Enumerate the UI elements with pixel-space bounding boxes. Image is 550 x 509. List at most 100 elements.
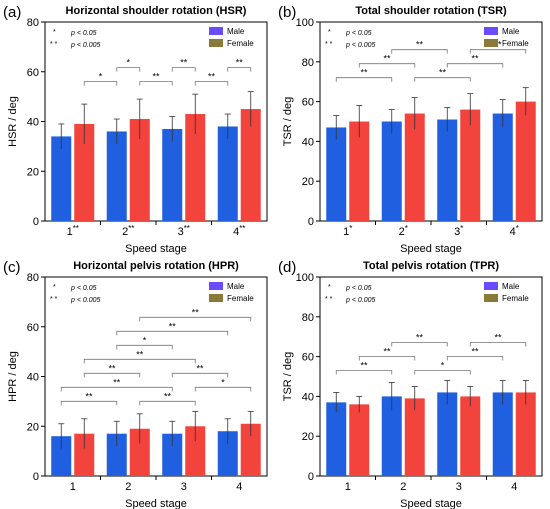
significance-bracket bbox=[116, 67, 141, 72]
significance-bracket bbox=[358, 356, 416, 361]
x-tick-label: 4* bbox=[510, 224, 519, 238]
legend-label-female: Female bbox=[227, 294, 254, 303]
sig-key-text: p < 0.005 bbox=[70, 42, 100, 49]
y-tick-label: 100 bbox=[296, 272, 314, 284]
significance-mark: ** bbox=[360, 360, 368, 370]
bar bbox=[106, 131, 127, 221]
panel-label: (a) bbox=[3, 4, 21, 21]
significance-bracket bbox=[358, 63, 416, 68]
x-tick-label: 2 bbox=[125, 481, 131, 493]
significance-bracket bbox=[391, 342, 448, 347]
bar bbox=[162, 433, 183, 476]
significance-bracket bbox=[171, 67, 196, 72]
significance-mark: * bbox=[99, 72, 103, 82]
significance-mark: ** bbox=[383, 346, 391, 356]
sig-key-text: p < 0.05 bbox=[70, 30, 97, 37]
bar bbox=[51, 436, 72, 476]
y-tick-label: 40 bbox=[302, 136, 314, 148]
significance-bracket bbox=[83, 81, 118, 86]
bar bbox=[437, 392, 458, 476]
significance-mark: ** bbox=[192, 307, 200, 317]
bar bbox=[437, 119, 458, 221]
significance-mark: ** bbox=[136, 349, 144, 359]
significance-mark: ** bbox=[85, 391, 93, 401]
x-tick-label: 3* bbox=[454, 224, 463, 238]
chart-title: Total pelvis rotation (TPR) bbox=[363, 260, 499, 272]
significance-mark: ** bbox=[169, 321, 177, 331]
significance-mark: ** bbox=[416, 40, 424, 50]
x-tick-label: 2* bbox=[399, 224, 408, 238]
significance-bracket bbox=[391, 49, 448, 54]
sig-key-star: * bbox=[328, 29, 331, 36]
x-tick-label: 4 bbox=[511, 481, 517, 493]
significance-bracket bbox=[60, 386, 173, 392]
x-axis-label: Speed stage bbox=[400, 243, 462, 255]
legend-label-male: Male bbox=[227, 27, 245, 36]
legend-label-male: Male bbox=[502, 282, 520, 291]
legend-swatch-female bbox=[484, 39, 498, 47]
y-axis-label: HPR / deg bbox=[7, 351, 19, 402]
chart-panel: (d) Total pelvis rotation (TPR) 0 20 40 60 80 1… bbox=[278, 259, 543, 509]
significance-bracket bbox=[227, 67, 252, 72]
legend-label-female: Female bbox=[502, 39, 529, 48]
panel-label: (d) bbox=[278, 259, 296, 276]
legend-swatch-female bbox=[209, 39, 223, 47]
significance-mark: ** bbox=[196, 363, 204, 373]
significance-mark: * bbox=[143, 335, 147, 345]
bar bbox=[381, 396, 402, 476]
significance-bracket bbox=[139, 81, 173, 86]
bar bbox=[492, 392, 513, 476]
bar bbox=[74, 433, 95, 476]
significance-mark: ** bbox=[152, 72, 160, 82]
significance-mark: ** bbox=[471, 346, 479, 356]
y-tick-label: 40 bbox=[27, 372, 39, 384]
bar bbox=[217, 431, 238, 476]
bar bbox=[460, 109, 481, 221]
significance-mark: ** bbox=[208, 72, 216, 82]
bar bbox=[185, 114, 206, 221]
y-tick-label: 0 bbox=[33, 216, 39, 228]
legend-label-female: Female bbox=[227, 39, 254, 48]
significance-bracket bbox=[139, 400, 196, 406]
bar bbox=[404, 398, 425, 476]
bar bbox=[106, 433, 127, 476]
significance-bracket bbox=[446, 63, 504, 68]
significance-bracket bbox=[414, 77, 471, 82]
x-tick-label: 4** bbox=[233, 224, 245, 238]
y-tick-label: 60 bbox=[27, 67, 39, 79]
legend-swatch-male bbox=[209, 282, 223, 290]
significance-mark: ** bbox=[360, 68, 368, 78]
sig-key-star: * bbox=[328, 284, 331, 291]
significance-mark: * bbox=[221, 377, 225, 387]
chart-panel: (c) Horizontal pelvis rotation (HPR) 0 20 40… bbox=[3, 259, 268, 509]
chart-title: Total shoulder rotation (TSR) bbox=[355, 5, 507, 17]
y-tick-label: 80 bbox=[302, 57, 314, 69]
sig-key-star: * bbox=[53, 29, 56, 36]
x-tick-label: 4 bbox=[236, 481, 242, 493]
chart-title: Horizontal shoulder rotation (HSR) bbox=[66, 5, 247, 17]
bar bbox=[349, 404, 370, 476]
y-tick-label: 80 bbox=[302, 312, 314, 324]
sig-key-star: * bbox=[53, 284, 56, 291]
y-tick-label: 40 bbox=[27, 117, 39, 129]
legend-swatch-male bbox=[209, 27, 223, 35]
bar bbox=[326, 127, 347, 221]
significance-bracket bbox=[335, 370, 393, 375]
bar bbox=[74, 123, 95, 221]
sig-key-star: * * bbox=[325, 41, 333, 48]
x-tick-label: 1 bbox=[70, 481, 76, 493]
significance-mark: ** bbox=[416, 332, 424, 342]
sig-key-text: p < 0.05 bbox=[345, 30, 372, 37]
y-axis-label: TSR / deg bbox=[282, 352, 294, 402]
y-tick-label: 20 bbox=[27, 166, 39, 178]
chart-panel: (a) Horizontal shoulder rotation (HSR) 0 20… bbox=[3, 4, 268, 255]
panel-label: (b) bbox=[278, 4, 296, 21]
y-tick-label: 80 bbox=[27, 17, 39, 29]
legend-label-male: Male bbox=[502, 27, 520, 36]
bar bbox=[185, 426, 206, 476]
bar bbox=[326, 402, 347, 476]
significance-mark: * bbox=[441, 360, 445, 370]
significance-mark: ** bbox=[439, 68, 447, 78]
bar bbox=[515, 392, 536, 476]
legend-swatch-female bbox=[209, 294, 223, 302]
